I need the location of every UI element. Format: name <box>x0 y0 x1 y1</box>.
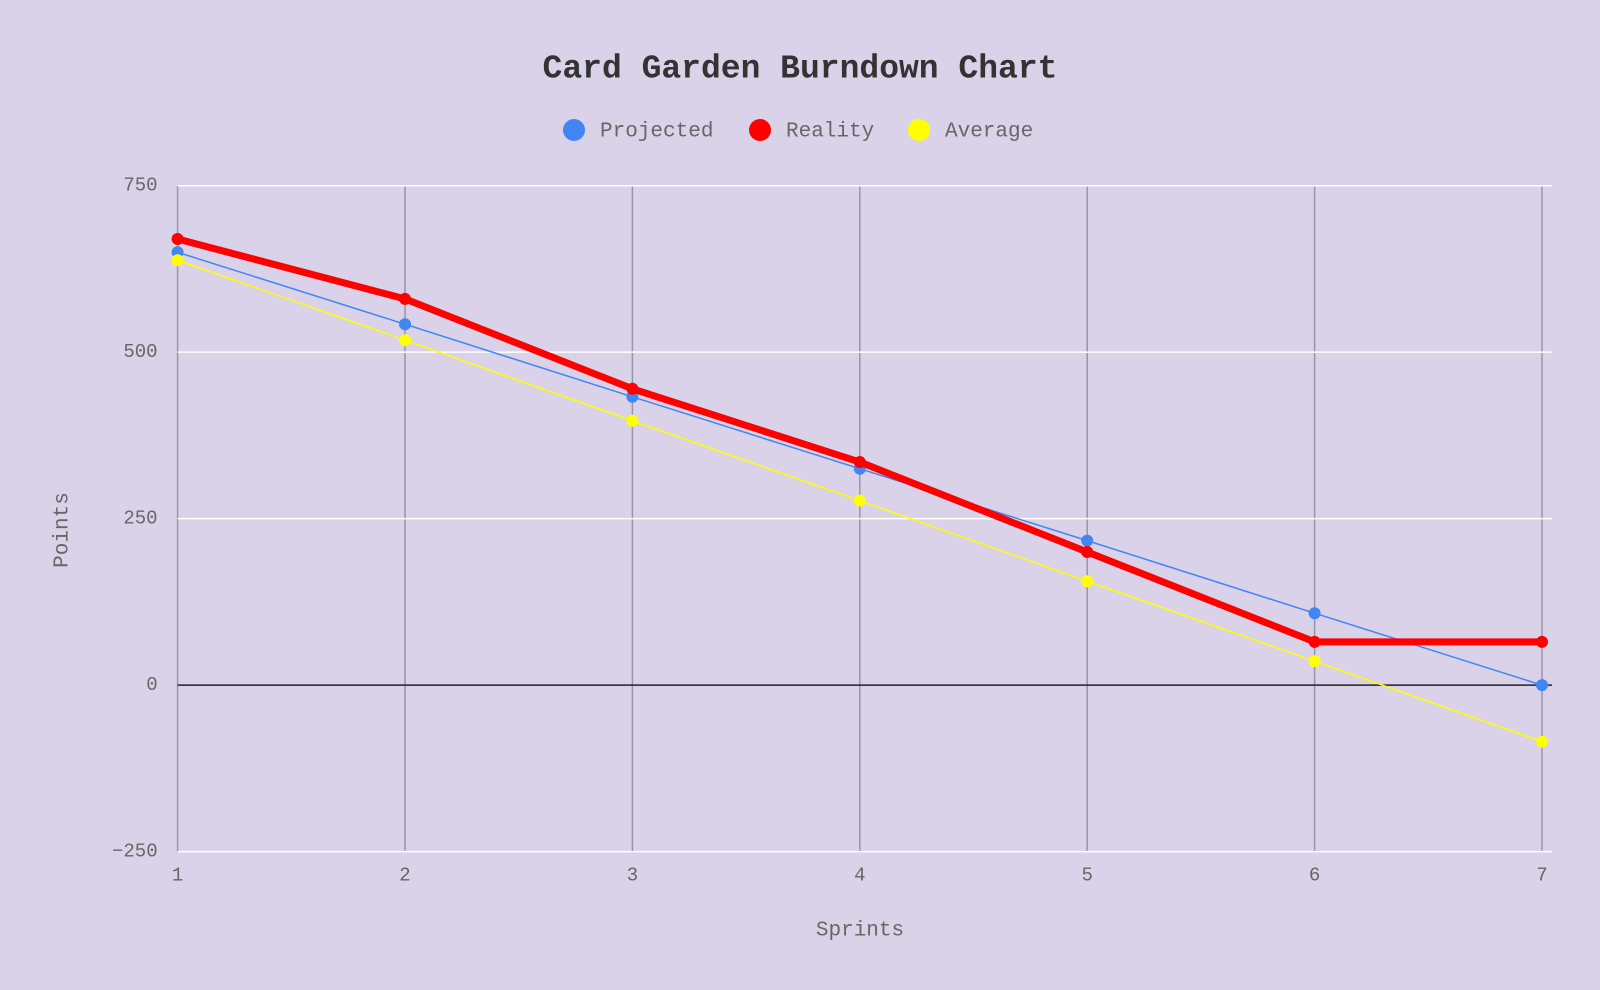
x-tick-label: 2 <box>399 865 410 887</box>
x-tick-label: 5 <box>1081 865 1092 887</box>
data-point <box>1536 635 1548 648</box>
y-tick-label: 750 <box>123 175 157 197</box>
legend-label: Projected <box>600 121 713 144</box>
data-point <box>399 334 411 347</box>
data-point <box>626 382 639 395</box>
x-tick-label: 1 <box>172 865 183 887</box>
data-point <box>1308 635 1321 648</box>
data-point <box>1081 545 1094 558</box>
data-point <box>853 494 866 507</box>
data-point <box>1081 575 1094 588</box>
y-tick-label: 250 <box>123 508 157 530</box>
data-point <box>853 456 866 469</box>
data-point <box>1308 607 1321 620</box>
data-point <box>399 292 411 305</box>
data-point <box>171 254 184 267</box>
chart-title: Card Garden Burndown Chart <box>543 51 1058 88</box>
legend-label: Average <box>945 121 1033 144</box>
data-point <box>1081 534 1094 547</box>
data-point <box>626 414 639 427</box>
y-axis-title: Points <box>52 492 75 568</box>
legend-marker <box>749 119 771 141</box>
data-point <box>1536 679 1548 692</box>
legend-marker <box>908 119 930 141</box>
legend-label: Reality <box>786 121 874 144</box>
y-tick-label: 500 <box>123 341 157 363</box>
y-tick-label: −250 <box>112 841 158 863</box>
y-tick-label: 0 <box>146 674 157 696</box>
x-tick-label: 3 <box>627 865 638 887</box>
legend-marker <box>563 119 585 141</box>
x-tick-label: 4 <box>854 865 865 887</box>
x-tick-label: 6 <box>1309 865 1320 887</box>
data-point <box>1536 735 1548 748</box>
x-axis-title: Sprints <box>816 920 904 943</box>
data-point <box>399 318 411 331</box>
data-point <box>1308 655 1321 668</box>
data-point <box>171 232 184 245</box>
x-tick-label: 7 <box>1536 865 1547 887</box>
